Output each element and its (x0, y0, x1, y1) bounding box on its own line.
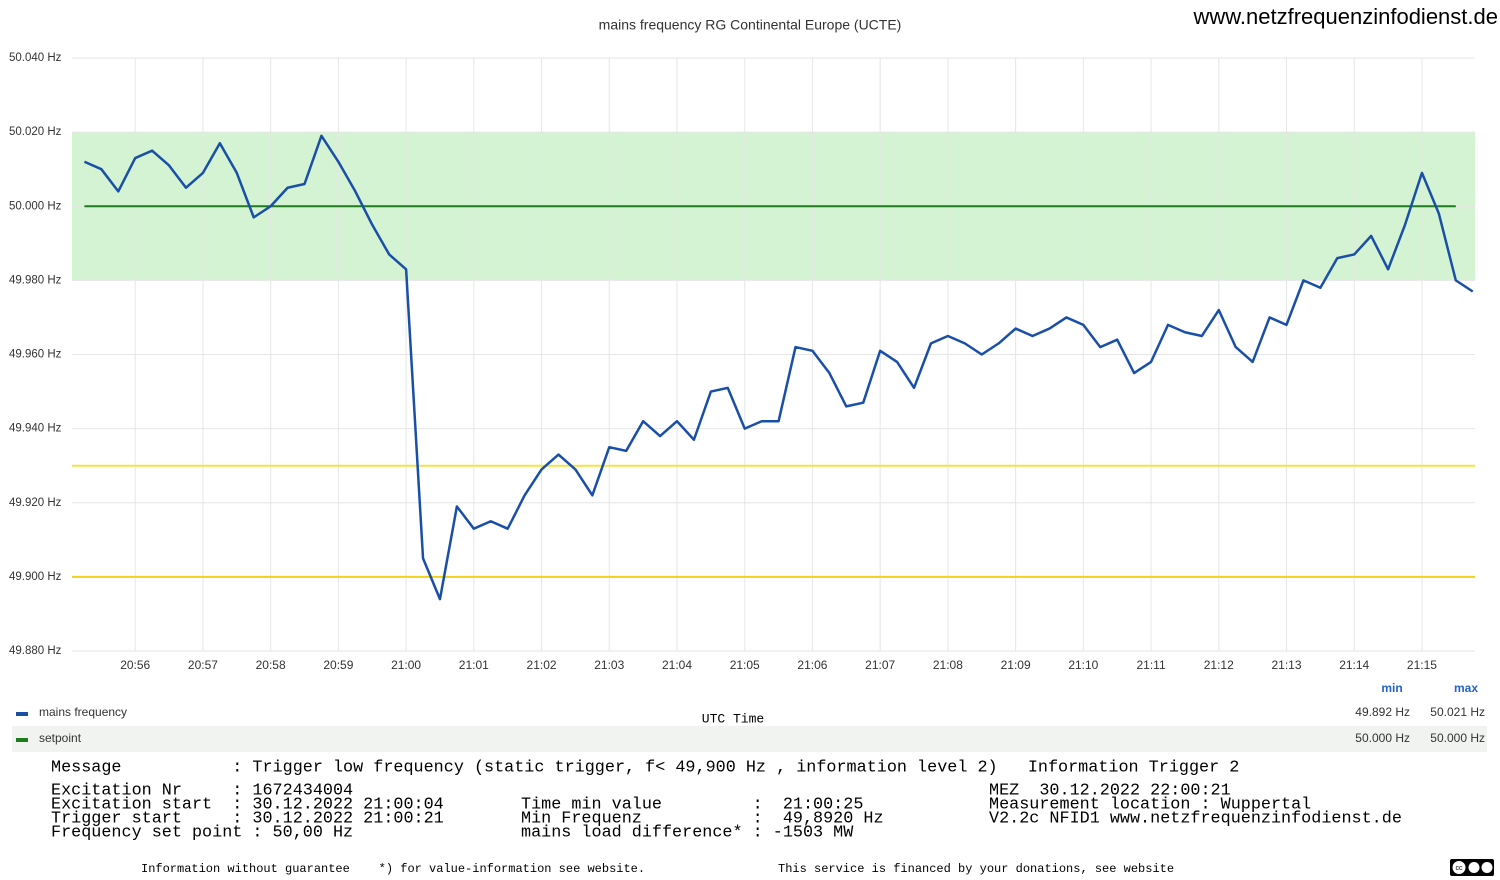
x-tick-label: 21:04 (662, 658, 692, 672)
legend-label: setpoint (39, 731, 82, 745)
info-line: Excitation Nr : 1672434004 (51, 781, 353, 800)
x-tick-label: 21:15 (1407, 658, 1437, 672)
license-text: cc (1456, 865, 1464, 872)
legend-min: 49.892 Hz (1355, 705, 1410, 719)
legend-row-bg (12, 726, 1487, 752)
x-tick-label: 21:12 (1204, 658, 1234, 672)
x-tick-label: 20:59 (323, 658, 353, 672)
info-line: Frequency set point : 50,00 Hz (51, 823, 353, 842)
x-tick-label: 21:13 (1271, 658, 1301, 672)
legend-max: 50.021 Hz (1430, 705, 1485, 719)
footer-left: Information without guarantee *) for val… (141, 862, 645, 876)
legend-min: 50.000 Hz (1355, 731, 1410, 745)
x-tick-label: 21:10 (1068, 658, 1098, 672)
message: Message : Trigger low frequency (static … (51, 758, 1239, 777)
legend-header: min (1381, 681, 1402, 695)
x-tick-label: 20:57 (188, 658, 218, 672)
info-line: Time min value : 21:00:25 (521, 795, 863, 814)
y-tick-label: 49.920 Hz (9, 497, 62, 509)
y-tick-label: 50.040 Hz (9, 52, 62, 64)
x-tick-label: 20:58 (256, 658, 286, 672)
info-line: MEZ 30.12.2022 22:00:21 (989, 781, 1231, 800)
legend-header: max (1454, 681, 1478, 695)
info-line: Trigger start : 30.12.2022 21:00:21 (51, 809, 444, 828)
x-axis-label: UTC Time (702, 711, 764, 726)
x-tick-label: 21:01 (459, 658, 489, 672)
y-tick-label: 49.960 Hz (9, 349, 62, 361)
x-tick-label: 21:03 (594, 658, 624, 672)
y-tick-label: 49.980 Hz (9, 274, 62, 286)
x-tick-label: 21:07 (865, 658, 895, 672)
footer-right: This service is financed by your donatio… (778, 862, 1174, 876)
info-line: mains load difference* : -1503 MW (521, 823, 854, 842)
watermark: www.netzfrequenzinfodienst.de (1192, 4, 1498, 29)
series-line (83, 134, 1474, 601)
x-tick-label: 21:06 (797, 658, 827, 672)
x-tick-label: 21:09 (1001, 658, 1031, 672)
info-line: V2.2c NFID1 www.netzfrequenzinfodienst.d… (989, 809, 1402, 828)
x-tick-label: 21:02 (527, 658, 557, 672)
legend-label: mains frequency (39, 705, 127, 719)
x-tick-label: 21:08 (933, 658, 963, 672)
legend-max: 50.000 Hz (1430, 731, 1485, 745)
license-badge: cc (1450, 859, 1494, 876)
y-tick-label: 49.900 Hz (9, 571, 62, 583)
y-tick-label: 50.000 Hz (9, 200, 62, 212)
chart-title: mains frequency RG Continental Europe (U… (599, 17, 902, 33)
x-tick-label: 21:05 (730, 658, 760, 672)
info-line: Excitation start : 30.12.2022 21:00:04 (51, 795, 444, 814)
info-line: Measurement location : Wuppertal (989, 795, 1311, 814)
y-tick-label: 49.880 Hz (9, 645, 62, 657)
x-tick-label: 20:56 (120, 658, 150, 672)
y-tick-label: 49.940 Hz (9, 423, 62, 435)
x-tick-label: 21:11 (1136, 658, 1165, 672)
y-tick-label: 50.020 Hz (9, 126, 62, 138)
x-tick-label: 21:14 (1339, 658, 1369, 672)
x-tick-label: 21:00 (391, 658, 421, 672)
info-line: Min Frequenz : 49,8920 Hz (521, 809, 884, 828)
